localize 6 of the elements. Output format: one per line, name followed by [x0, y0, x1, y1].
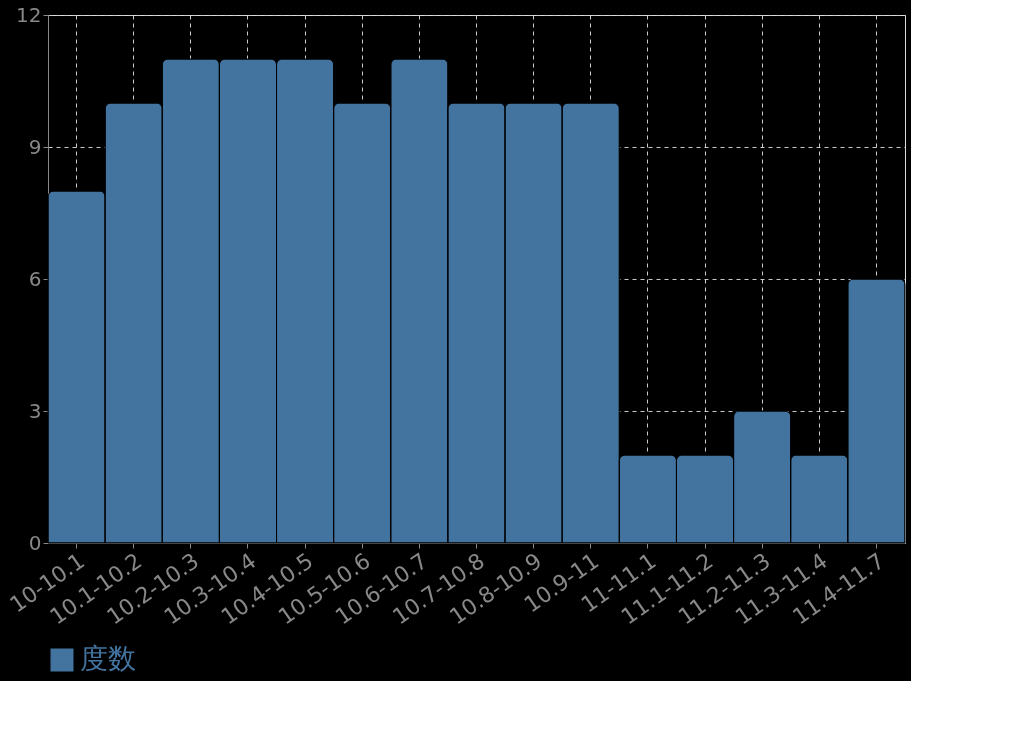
y-tick-label: 0 — [28, 530, 42, 555]
y-tick-label: 3 — [28, 398, 42, 423]
y-tick-label: 6 — [28, 266, 42, 291]
y-tick-label: 9 — [28, 134, 42, 159]
legend-label: 度数 — [80, 642, 136, 675]
y-tick-label: 12 — [16, 2, 42, 27]
